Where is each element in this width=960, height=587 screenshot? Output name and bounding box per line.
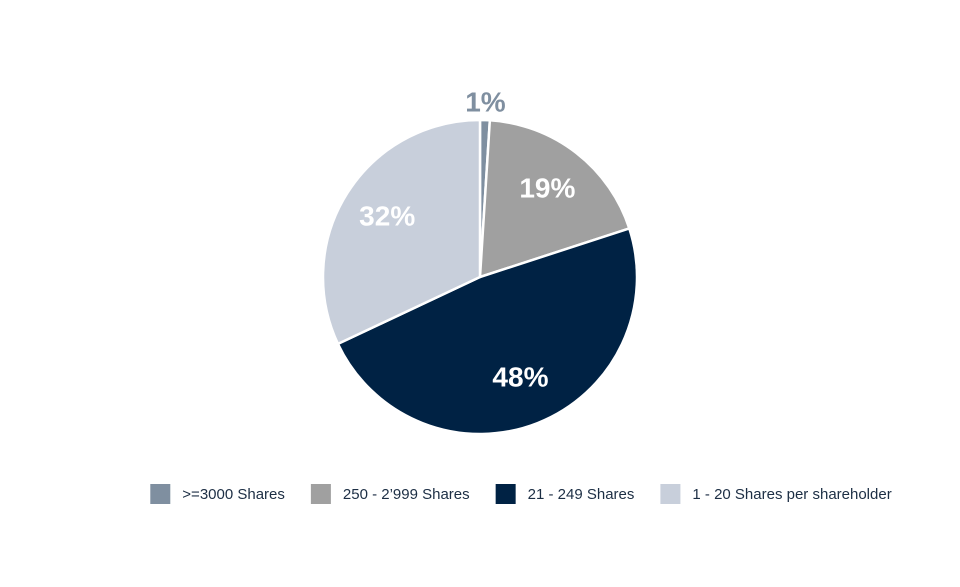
value-label: 19% — [519, 173, 575, 204]
legend-swatch — [150, 484, 171, 504]
legend-label: >=3000 Shares — [182, 486, 285, 503]
legend-label: 250 - 2’999 Shares — [343, 486, 470, 503]
legend-label: 21 - 249 Shares — [528, 486, 635, 503]
legend-swatch — [660, 484, 681, 504]
pie-slice — [478, 118, 631, 279]
legend-label: 1 - 20 Shares per shareholder — [692, 486, 891, 503]
pie-slice — [336, 226, 639, 436]
legend-swatch — [310, 484, 331, 504]
value-label: 1% — [465, 86, 506, 117]
value-label: 32% — [359, 201, 415, 232]
legend-swatch — [495, 484, 516, 504]
value-label: 48% — [492, 362, 548, 393]
pie-slice — [321, 118, 482, 346]
